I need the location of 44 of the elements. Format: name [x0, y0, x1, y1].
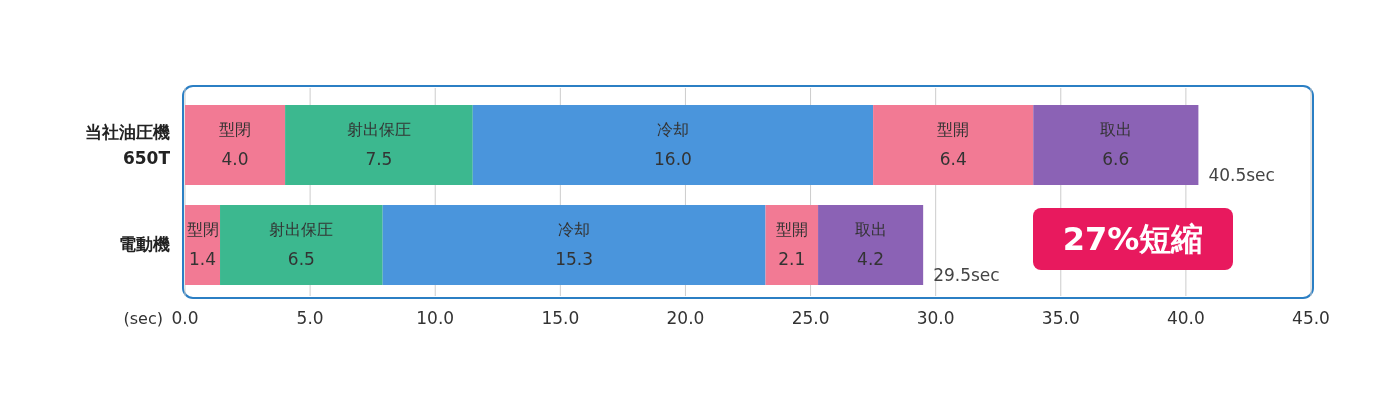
total-label: 40.5sec: [1208, 165, 1275, 185]
text: 型開: [937, 120, 970, 140]
data-label: 4.2: [857, 249, 885, 269]
series-label: 冷却: [656, 120, 689, 140]
series-label: 射出保圧: [346, 120, 411, 140]
bar: [285, 105, 473, 185]
bar: [873, 105, 1034, 185]
text: 型閉: [219, 120, 252, 140]
data-label: 15.3: [555, 249, 594, 269]
x-tick-label: 20.0: [666, 308, 705, 328]
y-tick-label: 当社油圧機 650T: [85, 122, 171, 168]
text: 取出: [854, 220, 887, 240]
x-tick-label: 40.0: [1166, 308, 1205, 328]
y-tick-label: 電動機: [119, 234, 170, 254]
bar: [472, 105, 874, 185]
bar: [185, 105, 286, 185]
bar: [818, 205, 924, 285]
bar: [1033, 105, 1199, 185]
text: 射出保圧: [269, 220, 334, 240]
data-label: 2.1: [778, 249, 806, 269]
data-label: 7.5: [365, 149, 393, 169]
series-label: 取出: [1099, 120, 1132, 140]
x-tick-label: 25.0: [791, 308, 830, 328]
x-tick-label: 45.0: [1292, 308, 1330, 328]
x-tick-label: 15.0: [541, 308, 580, 328]
data-label: 4.0: [221, 149, 249, 169]
x-tick-label: 0.0: [171, 308, 199, 328]
data-label: 6.6: [1102, 149, 1130, 169]
total-label: 29.5sec: [933, 265, 1000, 285]
data-label: 1.4: [188, 249, 217, 269]
series-label: 型閉: [186, 220, 219, 240]
x-tick-label: 35.0: [1041, 308, 1080, 328]
data-label: 6.5: [287, 249, 315, 269]
x-tick-label: 10.0: [416, 308, 455, 328]
text: 冷却: [558, 220, 591, 240]
x-axis-title: (sec): [123, 309, 163, 328]
bar: [220, 205, 383, 285]
data-label: 16.0: [654, 149, 692, 169]
data-label: 6.4: [939, 149, 967, 169]
annotation: 27%短縮: [1062, 220, 1204, 258]
x-tick-label: 30.0: [916, 308, 955, 328]
series-label: 型開: [775, 220, 808, 240]
x-tick-label: 5.0: [296, 308, 324, 328]
bar: [382, 205, 766, 285]
